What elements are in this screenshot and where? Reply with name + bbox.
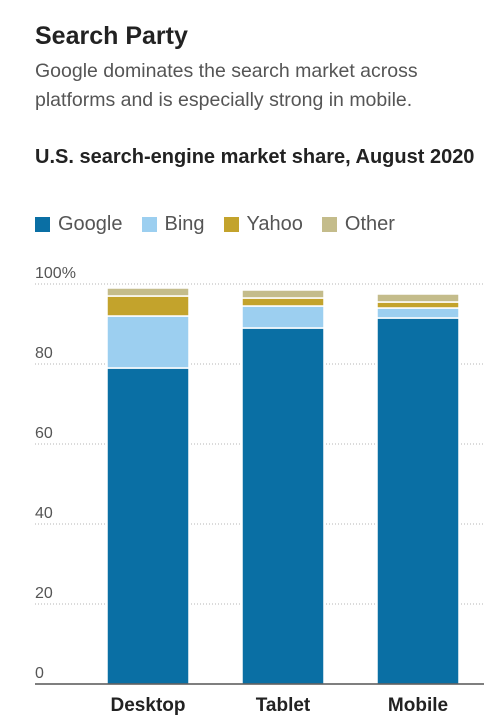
legend-swatch-yahoo bbox=[223, 217, 239, 232]
bar-desktop-google bbox=[106, 367, 190, 685]
legend-swatch-google bbox=[35, 217, 50, 232]
bar-mobile-google bbox=[376, 317, 460, 685]
bar-tablet-bing bbox=[241, 305, 325, 329]
y-tick-label-80: 80 bbox=[35, 345, 53, 362]
legend-label-bing: Bing bbox=[164, 213, 205, 235]
bar-desktop-other bbox=[106, 287, 190, 297]
bar-mobile-bing bbox=[376, 307, 460, 319]
y-tick-label-100: 100% bbox=[35, 265, 76, 282]
y-tick-label-0: 0 bbox=[35, 665, 44, 682]
legend-item-bing: Bing bbox=[141, 213, 205, 236]
y-tick-label-60: 60 bbox=[35, 425, 53, 442]
x-tick-label-desktop: Desktop bbox=[111, 695, 186, 716]
page-title: Search Party bbox=[35, 22, 188, 50]
legend-item-other: Other bbox=[321, 213, 395, 236]
bar-desktop-bing bbox=[106, 315, 190, 369]
bar-mobile-other bbox=[376, 293, 460, 303]
y-tick-label-20: 20 bbox=[35, 585, 53, 602]
legend-item-yahoo: Yahoo bbox=[223, 213, 303, 236]
legend-swatch-other bbox=[321, 217, 337, 232]
bar-mobile-yahoo bbox=[376, 301, 460, 309]
legend-label-other: Other bbox=[344, 213, 395, 235]
bar-tablet-yahoo bbox=[241, 297, 325, 307]
x-tick-label-mobile: Mobile bbox=[388, 695, 448, 716]
page-subtitle: Google dominates the search market acros… bbox=[35, 60, 418, 111]
legend-item-google: Google bbox=[35, 213, 123, 236]
bar-desktop-yahoo bbox=[106, 295, 190, 317]
chart-title: U.S. search-engine market share, August … bbox=[35, 146, 475, 168]
x-tick-label-tablet: Tablet bbox=[256, 695, 311, 716]
legend-label-google: Google bbox=[58, 213, 123, 235]
bar-tablet-other bbox=[241, 289, 325, 299]
bar-tablet-google bbox=[241, 327, 325, 685]
legend-label-yahoo: Yahoo bbox=[246, 213, 303, 235]
chart-legend: Google Bing Yahoo Other bbox=[35, 213, 414, 236]
y-tick-label-40: 40 bbox=[35, 505, 53, 522]
legend-swatch-bing bbox=[141, 217, 157, 232]
